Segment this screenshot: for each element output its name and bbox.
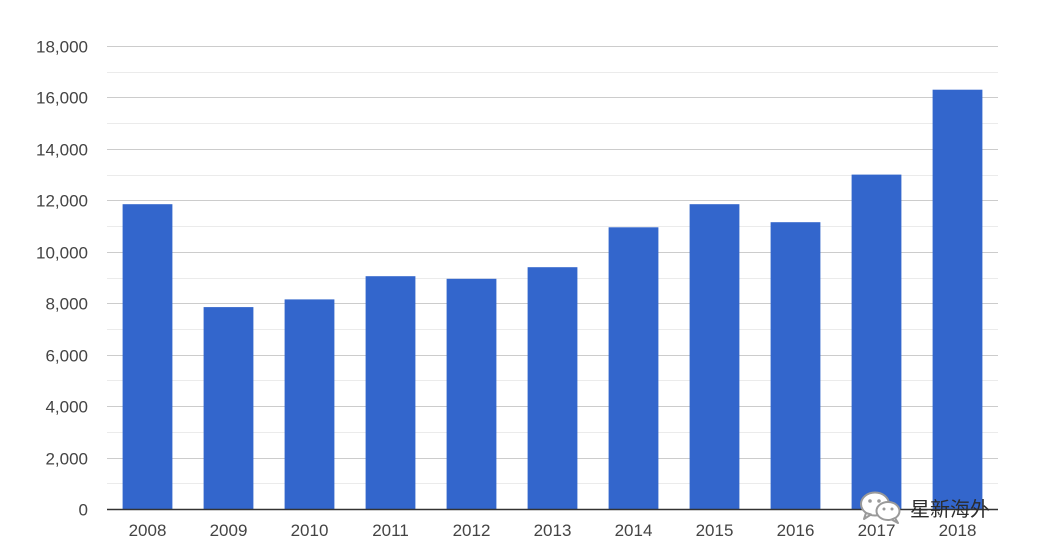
x-tick-label: 2012: [453, 521, 491, 540]
y-tick-label: 14,000: [36, 141, 88, 160]
x-tick-label: 2014: [615, 521, 653, 540]
bar-2015: [689, 204, 740, 509]
watermark-text: 星新海外: [910, 496, 990, 521]
bar-2008: [122, 204, 173, 509]
y-tick-label: 2,000: [45, 450, 88, 469]
y-tick-label: 18,000: [36, 38, 88, 57]
wechat-icon: [860, 491, 901, 524]
bar-2018: [932, 89, 983, 509]
y-axis-tick-labels: 0 2,000 4,000 6,000 8,000 10,000 12,000 14,000 1…: [36, 38, 88, 520]
x-tick-label: 2017: [858, 521, 896, 540]
y-tick-label: 16,000: [36, 89, 88, 108]
y-tick-label: 4,000: [45, 398, 88, 417]
bar-2011: [365, 276, 416, 509]
x-tick-label: 2010: [291, 521, 329, 540]
x-tick-label: 2013: [534, 521, 572, 540]
y-tick-label: 12,000: [36, 192, 88, 211]
x-tick-label: 2016: [777, 521, 815, 540]
bar-2014: [608, 227, 659, 510]
bars: [122, 89, 983, 510]
x-tick-label: 2015: [696, 521, 734, 540]
bar-2016: [770, 222, 821, 509]
y-tick-label: 0: [79, 501, 88, 520]
x-tick-label: 2018: [939, 521, 977, 540]
y-tick-label: 6,000: [45, 347, 88, 366]
x-tick-label: 2011: [372, 521, 409, 540]
y-tick-label: 8,000: [45, 295, 88, 314]
bar-2009: [203, 307, 254, 509]
bar-2012: [446, 278, 497, 509]
bar-2010: [284, 299, 335, 509]
watermark: 星新海外: [858, 490, 990, 524]
bar-2017: [851, 174, 902, 509]
x-axis-tick-labels: 2008 2009 2010 2011 2012 2013 2014 2015 2016 2017…: [129, 521, 977, 540]
bar-2013: [527, 267, 578, 509]
x-tick-label: 2008: [129, 521, 167, 540]
y-tick-label: 10,000: [36, 244, 88, 263]
x-tick-label: 2009: [210, 521, 248, 540]
